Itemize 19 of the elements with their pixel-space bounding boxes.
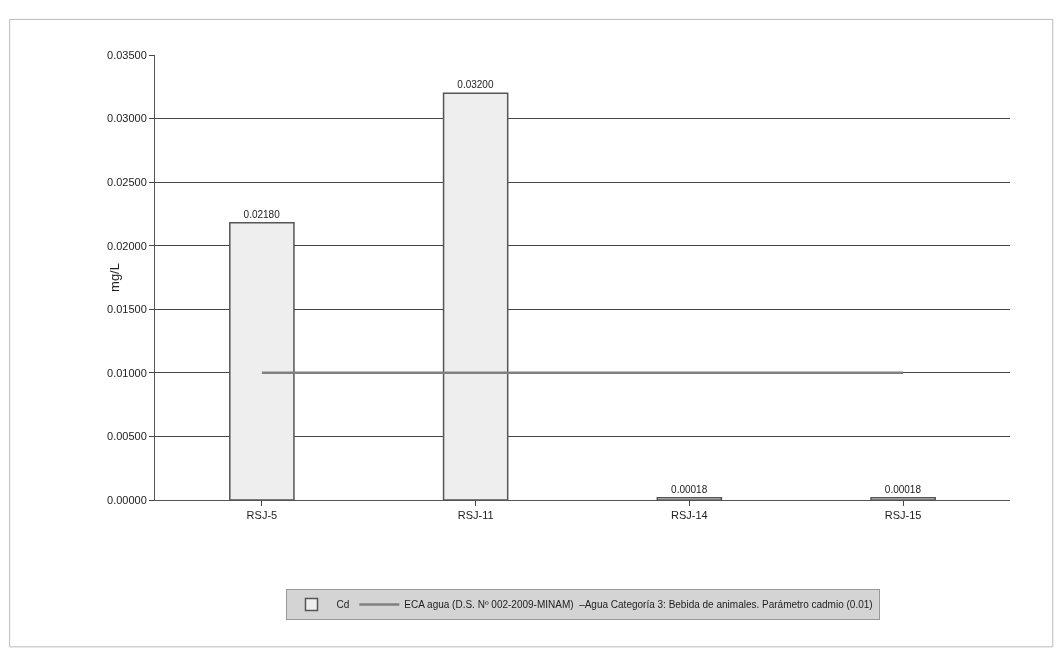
y-tick-label: 0.00500 <box>107 430 147 443</box>
y-tick-label: 0.02500 <box>107 175 147 188</box>
legend-label: ECA agua (D.S. Nº 002-2009-MINAM) –Agua Categoría 3: Bebida de animales. Parámetro cadmio (0.01) <box>404 599 873 611</box>
data-label: 0.00018 <box>671 483 708 495</box>
x-tick-label: RSJ-5 <box>246 509 278 522</box>
data-label: 0.03200 <box>457 79 494 91</box>
y-tick-label: 0.01500 <box>107 303 147 316</box>
x-tick-label: RSJ-14 <box>671 509 708 522</box>
x-tick-label: RSJ-11 <box>457 509 494 522</box>
y-tick-label: 0.03000 <box>107 112 147 125</box>
y-tick-label: 0.01000 <box>107 366 147 379</box>
data-label: 0.02180 <box>243 208 281 220</box>
y-tick-label: 0.02000 <box>107 239 147 252</box>
y-axis-title: mg/L <box>107 263 122 292</box>
legend-label: Cd <box>336 599 350 611</box>
data-label: 0.00018 <box>884 483 922 495</box>
x-tick-label: RSJ-15 <box>884 509 922 522</box>
y-tick-label: 0.03500 <box>107 48 147 61</box>
y-tick-label: 0.00000 <box>107 493 147 506</box>
